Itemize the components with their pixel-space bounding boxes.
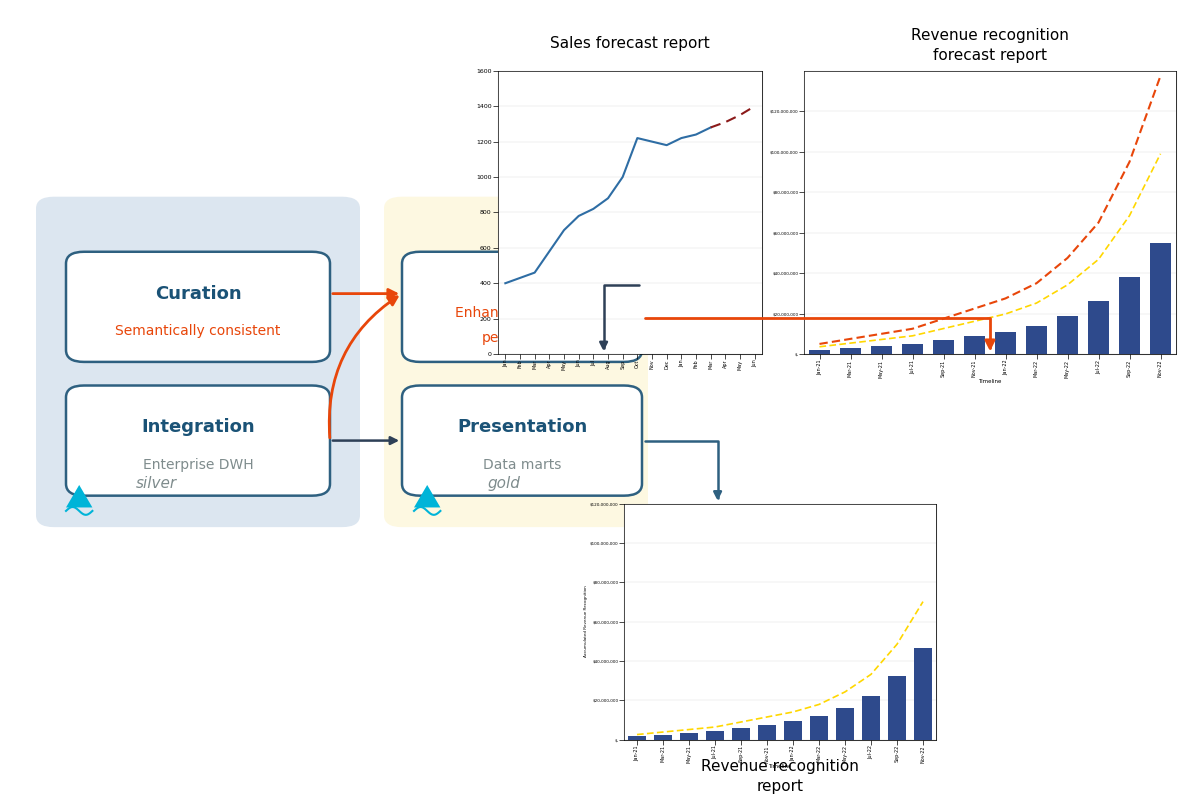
Text: Enhanced business: Enhanced business <box>456 306 588 321</box>
Text: Revenue recognition
forecast report: Revenue recognition forecast report <box>911 28 1069 63</box>
Text: Final: Final <box>497 274 547 292</box>
FancyBboxPatch shape <box>498 71 762 354</box>
Text: gold: gold <box>487 476 521 491</box>
Polygon shape <box>66 485 92 507</box>
Text: Presentation: Presentation <box>457 418 587 436</box>
FancyBboxPatch shape <box>66 386 330 496</box>
Text: perspective: perspective <box>481 330 563 345</box>
FancyBboxPatch shape <box>402 252 642 362</box>
Text: Curation: Curation <box>155 285 241 302</box>
Text: Sales forecast report: Sales forecast report <box>550 36 710 51</box>
Text: Revenue recognition
report: Revenue recognition report <box>701 759 859 794</box>
FancyBboxPatch shape <box>66 252 330 362</box>
Text: silver: silver <box>136 476 176 491</box>
FancyBboxPatch shape <box>804 71 1176 354</box>
Text: Semantically consistent: Semantically consistent <box>115 324 281 338</box>
Text: Data marts: Data marts <box>482 458 562 472</box>
FancyBboxPatch shape <box>402 386 642 496</box>
Polygon shape <box>414 485 440 507</box>
FancyBboxPatch shape <box>36 197 360 527</box>
FancyBboxPatch shape <box>624 503 936 739</box>
FancyBboxPatch shape <box>384 197 648 527</box>
Text: Integration: Integration <box>142 418 254 436</box>
Text: Enterprise DWH: Enterprise DWH <box>143 458 253 472</box>
